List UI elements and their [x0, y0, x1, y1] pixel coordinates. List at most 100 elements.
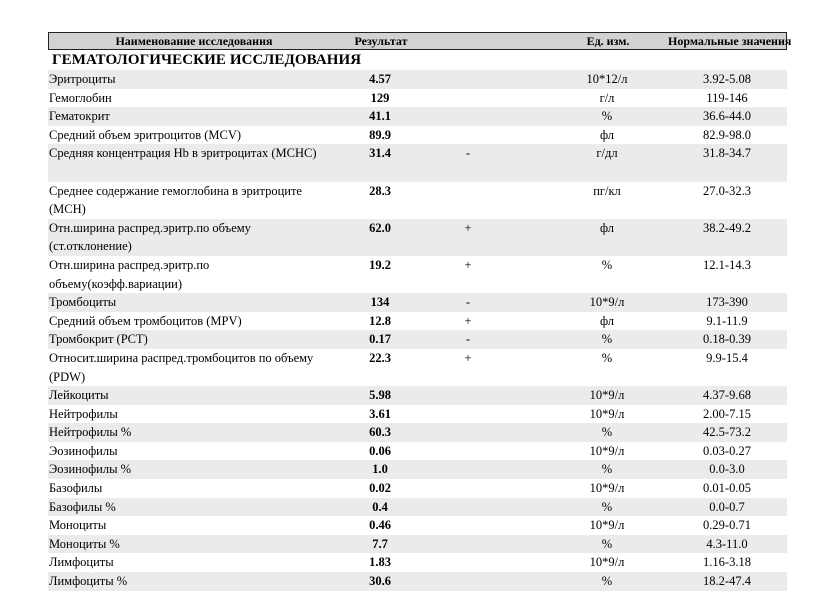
test-result: 3.61 [369, 406, 391, 421]
test-name: Гемоглобин [49, 90, 112, 105]
test-unit: 10*9/л [589, 481, 625, 496]
table-row: Средний объем тромбоцитов (MPV) 12.8 + фл 9.… [48, 312, 787, 331]
test-unit: 10*9/л [589, 443, 625, 458]
test-norm: 1.16-3.18 [703, 555, 751, 570]
test-result: 4.57 [369, 72, 391, 86]
test-result: 31.4 [369, 146, 391, 161]
test-flag: - [465, 332, 471, 347]
test-result: 0.17 [369, 332, 391, 347]
test-norm: 0.0-3.0 [709, 462, 745, 477]
test-result: 89.9 [369, 127, 391, 142]
test-norm: 9.9-15.4 [706, 350, 748, 365]
test-result: 22.3 [369, 350, 391, 365]
test-unit: % [601, 109, 613, 124]
test-name: Нейтрофилы [49, 406, 118, 421]
test-unit: % [601, 425, 613, 440]
table-row: Относит.ширина распред.тромбоцитов по об… [48, 349, 787, 386]
test-name: Лейкоциты [49, 388, 109, 403]
test-name: Тромбокрит (PCT) [49, 332, 148, 347]
test-unit: % [601, 499, 613, 514]
test-unit: % [601, 536, 613, 551]
test-name: Эозинофилы [49, 443, 118, 458]
test-unit: г/дл [596, 146, 618, 161]
test-result: 0.06 [369, 443, 391, 458]
test-norm: 0.03-0.27 [703, 443, 751, 458]
test-unit: % [601, 350, 613, 365]
table-row: Тромбокрит (PCT) 0.17 -% 0.18-0.39 [48, 330, 787, 349]
test-name: Тромбоциты [49, 295, 117, 310]
test-result: 30.6 [369, 574, 391, 589]
test-name: Средний объем тромбоцитов (MPV) [49, 313, 242, 328]
table-row: Среднее содержание гемоглобина в эритроц… [48, 182, 787, 219]
header-name: Наименование исследования [115, 34, 273, 48]
table-row: Отн.ширина распред.эритр.по объему(коэфф… [48, 256, 787, 293]
test-unit: г/л [599, 90, 615, 105]
header-result: Результат [354, 34, 408, 48]
table-row: Средний объем эритроцитов (MCV) 89.9 фл 82.… [48, 126, 787, 145]
test-result: 129 [370, 90, 390, 105]
table-row: Базофилы 0.02 10*9/л 0.01-0.05 [48, 479, 787, 498]
table-row: Тромбоциты 134 - 10*9/л 173-390 [48, 293, 787, 312]
test-norm: 82.9-98.0 [703, 127, 751, 142]
table-header: Наименование исследования Результат Ед. … [48, 32, 792, 50]
test-norm: 9.1-11.9 [706, 313, 748, 328]
test-unit: пг/кл [593, 183, 621, 198]
test-result: 134 [370, 295, 390, 310]
test-name: Лимфоциты % [49, 574, 128, 589]
test-result: 0.46 [369, 518, 391, 533]
results-table: Эритроциты 4.57 10*12/л 3.92-5.08 Гемоглобин… [48, 70, 787, 591]
header-norm: Нормальные значения [668, 34, 792, 48]
test-unit: фл [599, 313, 615, 328]
test-result: 28.3 [369, 183, 391, 198]
test-norm: 36.6-44.0 [703, 109, 751, 124]
test-unit: 10*9/л [589, 518, 625, 533]
test-name: Моноциты [49, 518, 107, 533]
test-result: 1.83 [369, 555, 391, 570]
test-name: Гематокрит [49, 109, 110, 124]
test-unit: 10*9/л [589, 555, 625, 570]
test-result: 60.3 [369, 425, 391, 440]
test-norm: 0.29-0.71 [703, 518, 751, 533]
test-unit: фл [599, 220, 615, 235]
test-result: 5.98 [369, 388, 391, 403]
header-unit: Ед. изм. [586, 34, 630, 48]
test-unit: 10*9/л [589, 388, 625, 403]
test-unit: % [601, 332, 613, 347]
test-norm: 18.2-47.4 [703, 574, 751, 589]
test-result: 41.1 [369, 109, 391, 124]
table-row: Нейтрофилы 3.61 10*9/л 2.00-7.15 [48, 405, 787, 424]
test-name: Базофилы [49, 481, 103, 496]
test-norm: 2.00-7.15 [703, 406, 751, 421]
test-norm: 0.18-0.39 [703, 332, 751, 347]
table-row: Моноциты 0.46 10*9/л 0.29-0.71 [48, 516, 787, 535]
lab-report: Наименование исследования Результат Ед. … [48, 32, 792, 591]
test-unit: 10*9/л [589, 406, 625, 421]
test-norm: 0.0-0.7 [709, 499, 745, 514]
test-result: 0.02 [369, 481, 391, 496]
section-title: ГЕМАТОЛОГИЧЕСКИЕ ИССЛЕДОВАНИЯ [52, 52, 362, 68]
test-norm: 0.01-0.05 [703, 481, 751, 496]
table-row: Гематокрит 41.1% 36.6-44.0 [48, 107, 787, 126]
test-norm: 42.5-73.2 [703, 425, 751, 440]
table-row: Лейкоциты 5.98 10*9/л 4.37-9.68 [48, 386, 787, 405]
test-result: 0.4 [372, 499, 388, 514]
test-norm: 4.37-9.68 [703, 388, 751, 403]
test-name: Эритроциты [49, 72, 116, 86]
test-norm: 119-146 [706, 90, 748, 105]
test-name: Средняя концентрация Hb в эритроцитах (M… [49, 146, 317, 161]
test-name: Средний объем эритроцитов (MCV) [49, 127, 242, 142]
test-norm: 4.3-11.0 [706, 536, 748, 551]
test-flag: - [465, 146, 471, 161]
table-row: Моноциты % 7.7% 4.3-11.0 [48, 534, 787, 554]
table-row: Эозинофилы % 1.0% 0.0-3.0 [48, 460, 787, 480]
test-name: Отн.ширина распред.эритр.по объему(коэфф… [49, 257, 210, 291]
test-norm: 31.8-34.7 [703, 146, 751, 161]
table-row: Эозинофилы 0.06 10*9/л 0.03-0.27 [48, 442, 787, 461]
table-row: Лимфоциты 1.83 10*9/л 1.16-3.18 [48, 553, 787, 572]
test-norm: 173-390 [706, 295, 748, 310]
table-row: Средняя концентрация Hb в эритроцитах (M… [48, 144, 787, 182]
test-norm: 27.0-32.3 [703, 183, 751, 198]
table-row: Эритроциты 4.57 10*12/л 3.92-5.08 [48, 70, 787, 89]
table-row: Лимфоциты % 30.6% 18.2-47.4 [48, 572, 787, 591]
test-norm: 3.92-5.08 [703, 72, 751, 86]
